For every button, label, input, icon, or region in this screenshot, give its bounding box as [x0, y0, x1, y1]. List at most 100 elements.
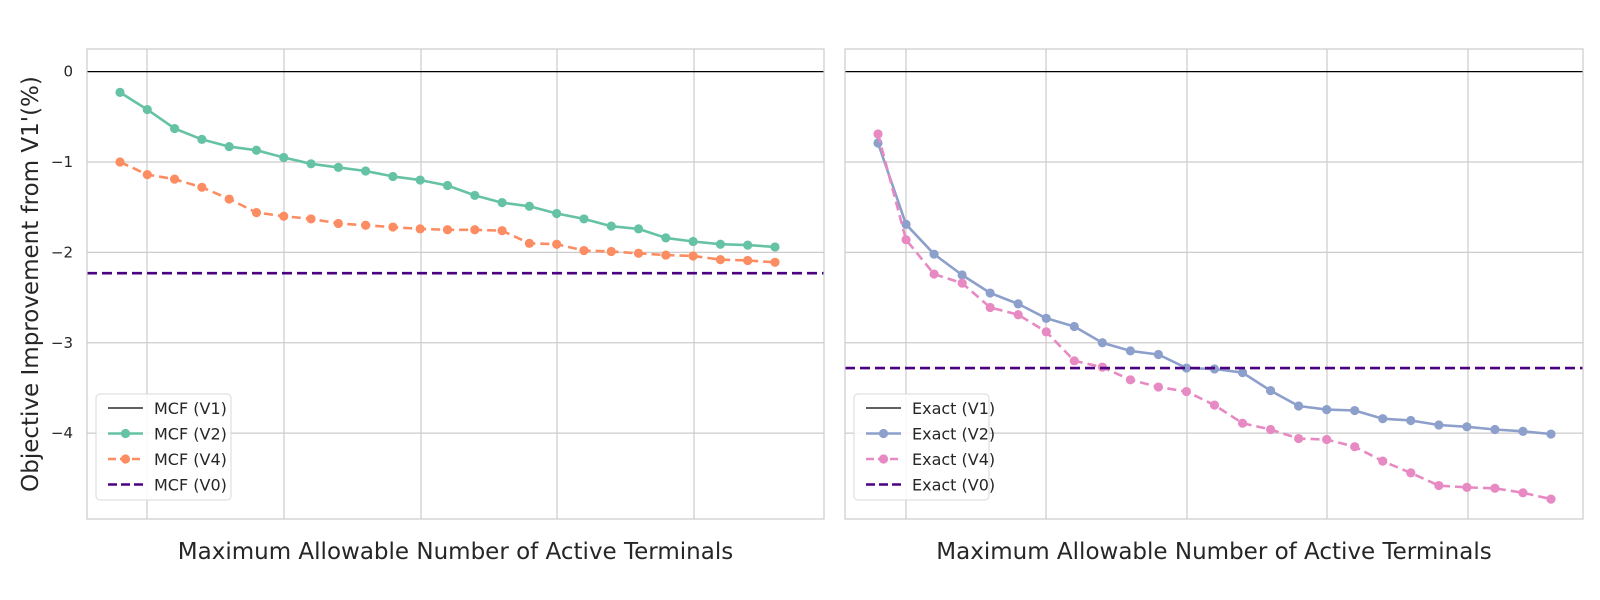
data-point — [661, 233, 671, 243]
data-point — [197, 134, 207, 144]
data-point — [497, 226, 507, 236]
data-point — [388, 171, 398, 182]
legend-label: MCF (V0) — [154, 476, 227, 495]
data-point — [1181, 386, 1192, 397]
legend-label: MCF (V1) — [154, 399, 227, 418]
data-point — [929, 269, 939, 279]
data-point — [224, 194, 234, 204]
data-point — [743, 240, 753, 250]
data-point — [169, 123, 180, 134]
data-point — [985, 302, 995, 313]
legend-box — [95, 393, 232, 501]
data-point — [1546, 429, 1556, 439]
data-point — [1153, 349, 1164, 360]
data-point — [901, 219, 911, 229]
data-point — [279, 152, 289, 163]
data-point — [1350, 442, 1360, 452]
data-point — [361, 220, 371, 230]
data-point — [985, 288, 995, 298]
data-point — [1350, 405, 1360, 416]
x-axis-label-right: Maximum Allowable Number of Active Termi… — [936, 539, 1491, 565]
chart-right: Maximum Allowable Number of Active Termi… — [844, 48, 1584, 565]
data-point — [1434, 480, 1444, 491]
data-point — [715, 239, 726, 249]
data-point — [873, 138, 883, 148]
data-point — [1069, 321, 1079, 332]
data-point — [552, 239, 562, 249]
legend-label: MCF (V2) — [154, 425, 227, 444]
data-point — [1153, 382, 1164, 392]
legend-label: Exact (V0) — [912, 476, 995, 495]
data-point — [606, 221, 616, 231]
data-point — [1265, 424, 1276, 435]
data-point — [251, 145, 262, 155]
data-point — [715, 254, 726, 265]
data-point — [1237, 367, 1248, 378]
data-point — [1294, 401, 1304, 411]
data-point — [524, 238, 534, 248]
series-group-left — [87, 70, 824, 275]
data-point — [333, 218, 343, 229]
data-point — [901, 235, 911, 245]
data-point — [470, 190, 480, 201]
data-point — [142, 170, 152, 180]
data-point — [1125, 375, 1135, 385]
data-point — [1181, 363, 1192, 373]
y-tick-label: −1 — [51, 153, 73, 171]
data-point — [115, 157, 125, 167]
data-point — [470, 225, 480, 235]
data-point — [957, 278, 967, 288]
data-point — [1125, 346, 1135, 356]
data-point — [169, 174, 180, 184]
data-point — [688, 251, 698, 261]
data-point — [957, 270, 967, 280]
data-point — [743, 255, 753, 266]
legend-marker — [878, 454, 889, 464]
chart-left: 0 −1 −2 −3 −4 Maximum Allowable Number of Ac… — [18, 48, 825, 565]
data-point — [197, 182, 207, 192]
data-point — [633, 224, 644, 234]
y-tick-label: −2 — [51, 243, 73, 261]
data-point — [251, 207, 262, 218]
data-point — [873, 129, 883, 139]
data-point — [1041, 327, 1051, 337]
data-point — [579, 245, 589, 256]
data-point — [1462, 422, 1472, 432]
legend-box — [853, 393, 990, 501]
data-point — [1462, 482, 1472, 492]
data-point — [1546, 494, 1556, 504]
data-point — [142, 104, 152, 115]
data-point — [1490, 424, 1500, 435]
data-point — [333, 162, 343, 173]
data-point — [770, 257, 780, 267]
data-point — [1434, 420, 1444, 430]
data-point — [606, 246, 616, 257]
data-point — [1406, 415, 1416, 426]
data-point — [1013, 310, 1023, 320]
legend-marker — [120, 454, 131, 464]
plot-frame-right — [844, 48, 1584, 520]
data-point — [415, 175, 425, 185]
data-point — [633, 248, 644, 258]
data-point — [115, 87, 125, 97]
legend-marker — [120, 428, 131, 439]
series-group-right — [845, 70, 1583, 504]
y-tick-labels-left: 0 −1 −2 −3 −4 — [51, 63, 73, 443]
legend-label: Exact (V2) — [912, 425, 995, 444]
y-tick-label: −4 — [51, 424, 73, 442]
y-tick-label: 0 — [63, 63, 73, 81]
data-point — [1265, 386, 1276, 396]
data-point — [442, 180, 453, 191]
data-point — [929, 249, 939, 259]
data-point — [1406, 468, 1416, 478]
data-point — [388, 222, 398, 232]
data-point — [524, 201, 534, 211]
data-point — [224, 142, 234, 152]
data-point — [770, 242, 780, 252]
data-point — [552, 208, 562, 219]
legend-label: MCF (V4) — [154, 450, 227, 469]
data-point — [1097, 338, 1107, 348]
data-point — [579, 214, 589, 224]
data-point — [1069, 356, 1079, 366]
